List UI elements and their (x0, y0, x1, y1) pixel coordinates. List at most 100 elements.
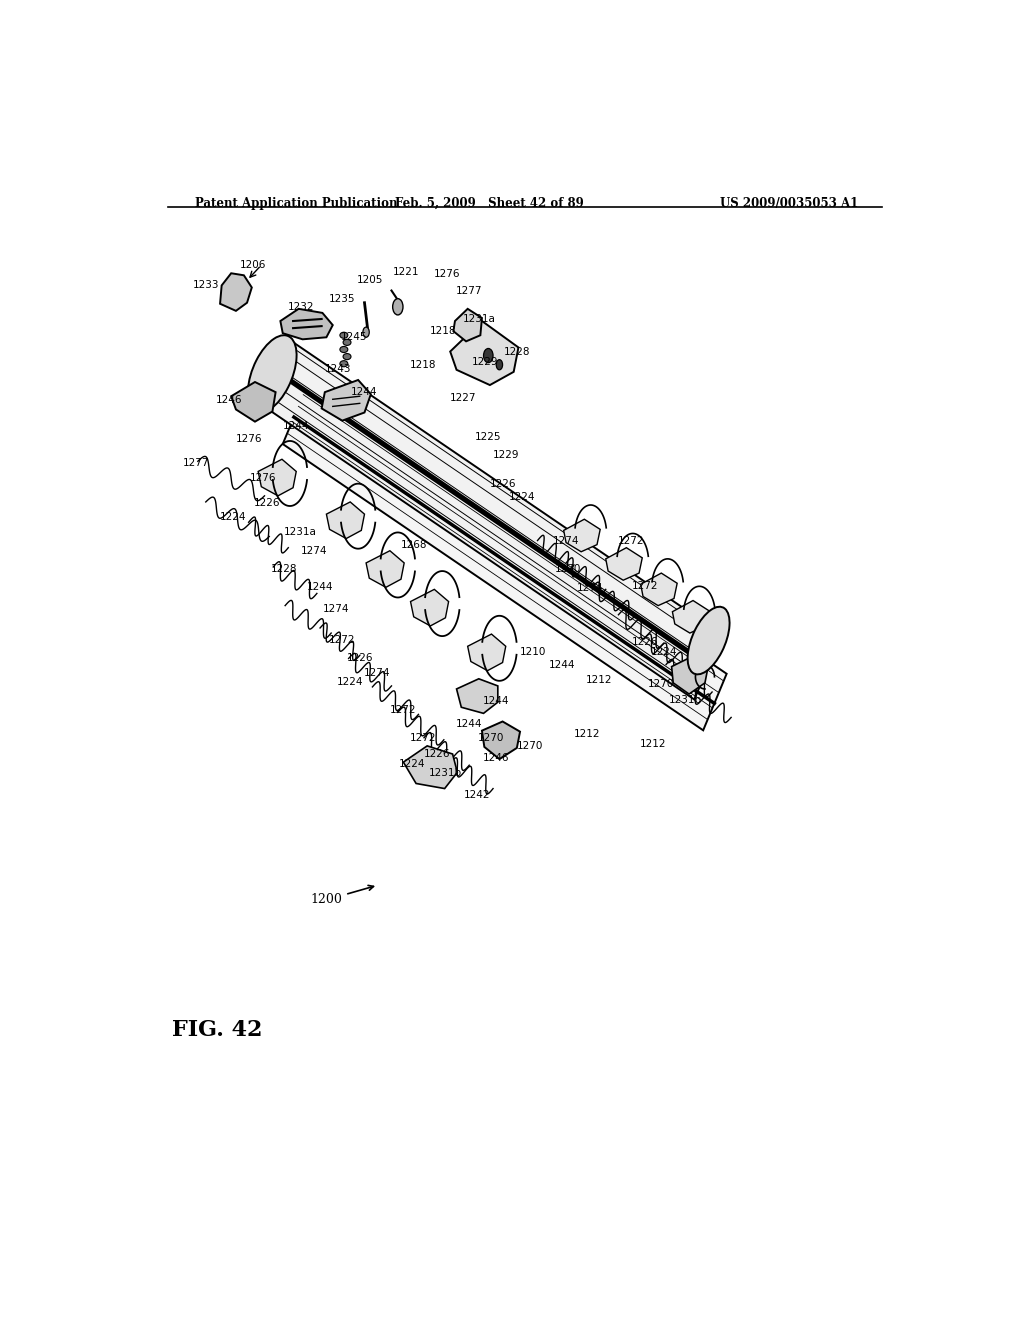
Text: 1242: 1242 (464, 789, 490, 800)
Ellipse shape (688, 607, 729, 675)
Polygon shape (403, 746, 458, 788)
Text: 1276: 1276 (434, 269, 460, 280)
Text: 1272: 1272 (390, 705, 417, 715)
Text: 1243: 1243 (325, 364, 351, 374)
Text: 1218: 1218 (430, 326, 457, 337)
Polygon shape (468, 634, 506, 671)
Ellipse shape (343, 339, 351, 346)
Text: 1270: 1270 (554, 564, 581, 574)
Polygon shape (258, 459, 296, 496)
Text: 1272: 1272 (329, 635, 355, 645)
Text: 1246: 1246 (483, 754, 510, 763)
Text: 1224: 1224 (651, 647, 678, 657)
Text: 1229: 1229 (472, 356, 499, 367)
Polygon shape (327, 502, 365, 539)
Text: 1244: 1244 (456, 718, 482, 729)
Text: Patent Application Publication: Patent Application Publication (196, 197, 398, 210)
Polygon shape (267, 343, 722, 700)
Text: 1231a: 1231a (284, 528, 316, 537)
Text: 1276: 1276 (236, 434, 262, 444)
Text: 1226: 1226 (489, 479, 516, 488)
Text: 1245: 1245 (341, 333, 368, 342)
Ellipse shape (343, 354, 351, 359)
Text: 1229: 1229 (494, 450, 520, 461)
Text: 1226: 1226 (346, 653, 373, 664)
Text: 1244: 1244 (283, 421, 309, 430)
Ellipse shape (340, 333, 348, 338)
Polygon shape (367, 550, 404, 587)
Text: 1226: 1226 (632, 638, 658, 647)
Ellipse shape (248, 335, 297, 412)
Text: 1225: 1225 (475, 432, 502, 442)
Polygon shape (457, 678, 498, 713)
Text: 1232: 1232 (288, 302, 314, 312)
Text: 1244: 1244 (549, 660, 575, 669)
Polygon shape (283, 388, 727, 730)
Text: 1224: 1224 (337, 677, 364, 686)
Text: 1272: 1272 (632, 581, 658, 591)
Text: 1277: 1277 (456, 285, 482, 296)
Text: 1235: 1235 (329, 293, 355, 304)
Text: 1246: 1246 (215, 395, 242, 405)
Polygon shape (231, 381, 275, 421)
Text: 1212: 1212 (586, 675, 612, 685)
Text: 1270: 1270 (477, 733, 504, 743)
Ellipse shape (497, 359, 503, 370)
Polygon shape (672, 656, 709, 694)
Text: 1272: 1272 (410, 733, 436, 743)
Text: 1274: 1274 (577, 583, 603, 593)
Text: 1244: 1244 (483, 696, 510, 706)
Text: 1274: 1274 (553, 536, 580, 545)
Polygon shape (411, 589, 449, 626)
Text: 1276: 1276 (250, 473, 276, 483)
Text: FIG. 42: FIG. 42 (172, 1019, 262, 1041)
Text: 1205: 1205 (356, 276, 383, 285)
Text: 1218: 1218 (410, 360, 436, 370)
Ellipse shape (340, 360, 348, 367)
Text: 1228: 1228 (504, 347, 530, 356)
Polygon shape (482, 722, 520, 759)
Ellipse shape (483, 348, 494, 363)
Text: 1224: 1224 (220, 512, 247, 523)
Text: 1231b: 1231b (429, 768, 462, 779)
Polygon shape (451, 321, 518, 385)
Ellipse shape (392, 298, 403, 315)
Text: 1210: 1210 (519, 647, 546, 657)
Text: US 2009/0035053 A1: US 2009/0035053 A1 (720, 197, 858, 210)
Text: 1270: 1270 (648, 678, 675, 689)
Text: 1221: 1221 (392, 267, 419, 277)
Text: 1227: 1227 (450, 393, 476, 404)
Text: 1231b: 1231b (669, 696, 701, 705)
Text: 1274: 1274 (364, 668, 390, 677)
Text: 1224: 1224 (399, 759, 425, 770)
Polygon shape (220, 273, 252, 312)
Text: 1274: 1274 (323, 603, 349, 614)
Text: 1272: 1272 (617, 536, 644, 545)
Text: 1226: 1226 (424, 748, 451, 759)
Polygon shape (641, 573, 677, 606)
Text: 1212: 1212 (573, 729, 600, 739)
Text: 1228: 1228 (271, 564, 298, 574)
Ellipse shape (362, 327, 370, 338)
Polygon shape (454, 309, 482, 342)
Text: 1244: 1244 (307, 582, 333, 593)
Text: 1206: 1206 (241, 260, 266, 271)
Polygon shape (563, 519, 600, 552)
Polygon shape (281, 309, 333, 339)
Text: 1231a: 1231a (462, 314, 496, 323)
Text: 1244: 1244 (351, 387, 378, 397)
Text: 1200: 1200 (310, 886, 374, 907)
Text: 1277: 1277 (183, 458, 210, 469)
Text: 1233: 1233 (193, 280, 219, 290)
Text: 1270: 1270 (517, 741, 544, 751)
Ellipse shape (340, 346, 348, 352)
Text: Feb. 5, 2009   Sheet 42 of 89: Feb. 5, 2009 Sheet 42 of 89 (394, 197, 584, 210)
Text: 1268: 1268 (400, 540, 427, 549)
Text: 1226: 1226 (254, 498, 281, 508)
Polygon shape (673, 601, 709, 634)
Text: 1212: 1212 (640, 739, 667, 748)
Text: 1224: 1224 (508, 492, 535, 502)
Polygon shape (606, 548, 642, 581)
Text: 1274: 1274 (300, 545, 327, 556)
Polygon shape (322, 380, 371, 421)
